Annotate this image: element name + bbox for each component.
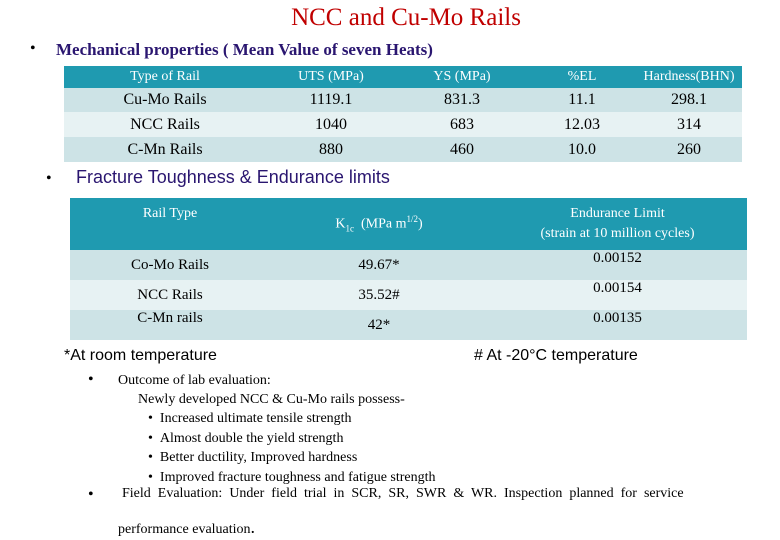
table-cell: NCC Rails: [70, 280, 270, 310]
field-evaluation-line1: Field Evaluation: Under field trial in S…: [122, 486, 684, 501]
table-row: Cu-Mo Rails 1119.1 831.3 11.1 298.1: [64, 88, 742, 112]
column-header: %EL: [528, 66, 636, 88]
table-cell: 831.3: [396, 88, 528, 112]
table-cell: Co-Mo Rails: [70, 250, 270, 280]
column-header: Rail Type: [70, 198, 270, 250]
bullet-marker: •: [88, 486, 94, 503]
table-row: NCC Rails 35.52# 0.00154: [70, 280, 747, 310]
table-cell: 12.03: [528, 112, 636, 137]
bullet-marker: •: [46, 170, 52, 187]
field-evaluation-line2: performance evaluation.: [118, 517, 256, 537]
column-header: Hardness(BHN): [636, 66, 742, 88]
table-cell: 49.67*: [270, 250, 488, 280]
table-cell: C-Mn Rails: [64, 137, 266, 162]
table-cell: 460: [396, 137, 528, 162]
column-header: YS (MPa): [396, 66, 528, 88]
fracture-toughness-heading: Fracture Toughness & Endurance limits: [76, 167, 390, 187]
list-item: • Better ductility, Improved hardness: [148, 450, 358, 465]
table-cell: 298.1: [636, 88, 742, 112]
bullet-marker: •: [88, 371, 94, 388]
minus-20-temperature-note: # At -20°C temperature: [474, 347, 638, 364]
outcome-title: Outcome of lab evaluation:: [118, 373, 271, 388]
table-row: C-Mn rails 42* 0.00135: [70, 310, 747, 340]
column-header-endurance: Endurance Limit (strain at 10 million cy…: [488, 198, 747, 250]
table-cell: NCC Rails: [64, 112, 266, 137]
mechanical-properties-heading: Mechanical properties ( Mean Value of se…: [56, 40, 433, 59]
endurance-subtitle: (strain at 10 million cycles): [540, 226, 695, 241]
endurance-title: Endurance Limit: [570, 206, 665, 221]
k-superscript: 1/2: [406, 214, 418, 225]
table-row: NCC Rails 1040 683 12.03 314: [64, 112, 742, 137]
table-row: Co-Mo Rails 49.67* 0.00152: [70, 250, 747, 280]
bullet-marker: •: [30, 40, 36, 57]
table-cell: 42*: [270, 310, 488, 340]
list-item: • Improved fracture toughness and fatigu…: [148, 469, 436, 485]
table-cell: 11.1: [528, 88, 636, 112]
table-cell: 35.52#: [270, 280, 488, 310]
table-cell: 0.00135: [488, 310, 747, 340]
k-subscript: 1c: [345, 223, 354, 234]
k-unit-close: ): [417, 216, 423, 232]
outcome-list: • Increased ultimate tensile strength • …: [148, 409, 436, 487]
table-cell: Cu-Mo Rails: [64, 88, 266, 112]
outcome-intro: Newly developed NCC & Cu-Mo rails posses…: [138, 392, 405, 407]
table-cell: 260: [636, 137, 742, 162]
column-header-k1c: K1c (MPa m1/2): [270, 198, 488, 250]
column-header: Type of Rail: [64, 66, 266, 88]
fracture-toughness-table: Rail Type K1c (MPa m1/2) Endurance Limit…: [70, 198, 747, 340]
table-cell: 0.00154: [488, 280, 747, 310]
k-unit: (MPa m: [360, 216, 407, 232]
table-cell: 10.0: [528, 137, 636, 162]
page-title: NCC and Cu-Mo Rails: [291, 4, 521, 31]
table-cell: 880: [266, 137, 396, 162]
mechanical-properties-table: Type of Rail UTS (MPa) YS (MPa) %EL Hard…: [64, 66, 742, 162]
table-cell: 683: [396, 112, 528, 137]
list-item: • Almost double the yield strength: [148, 430, 344, 446]
list-item: • Increased ultimate tensile strength: [148, 411, 352, 426]
column-header: UTS (MPa): [266, 66, 396, 88]
table-cell: 0.00152: [488, 250, 747, 280]
room-temperature-note: *At room temperature: [64, 347, 217, 364]
table-cell: 1119.1: [266, 88, 396, 112]
table-cell: 1040: [266, 112, 396, 137]
table-cell: 314: [636, 112, 742, 137]
table-row: C-Mn Rails 880 460 10.0 260: [64, 137, 742, 162]
k-symbol: K: [335, 216, 346, 232]
table-header-row: Rail Type K1c (MPa m1/2) Endurance Limit…: [70, 198, 747, 250]
table-cell: C-Mn rails: [70, 310, 270, 340]
table-header-row: Type of Rail UTS (MPa) YS (MPa) %EL Hard…: [64, 66, 742, 88]
